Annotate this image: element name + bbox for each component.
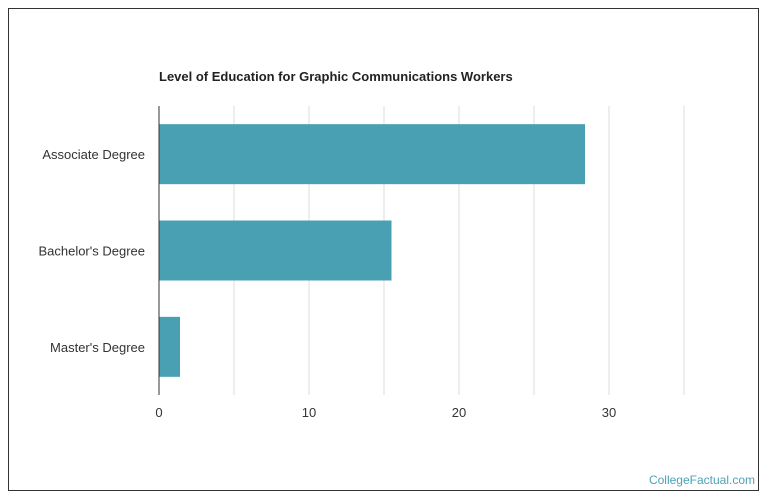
chart-title: Level of Education for Graphic Communica… — [159, 69, 513, 84]
tick-labels: 0 10 20 30 — [155, 405, 616, 420]
tick-label: 30 — [602, 405, 616, 420]
brand-watermark: CollegeFactual.com — [649, 473, 755, 487]
bar — [159, 316, 180, 377]
category-label: Master's Degree — [50, 340, 145, 355]
category-label: Bachelor's Degree — [38, 244, 145, 259]
category-label: Associate Degree — [42, 147, 145, 162]
tick-label: 10 — [302, 405, 316, 420]
tick-label: 20 — [452, 405, 466, 420]
category-labels: Associate Degree Bachelor's Degree Master'… — [38, 147, 145, 355]
bar — [159, 220, 392, 281]
tick-label: 0 — [155, 405, 162, 420]
bars — [159, 124, 585, 377]
bar — [159, 124, 585, 185]
